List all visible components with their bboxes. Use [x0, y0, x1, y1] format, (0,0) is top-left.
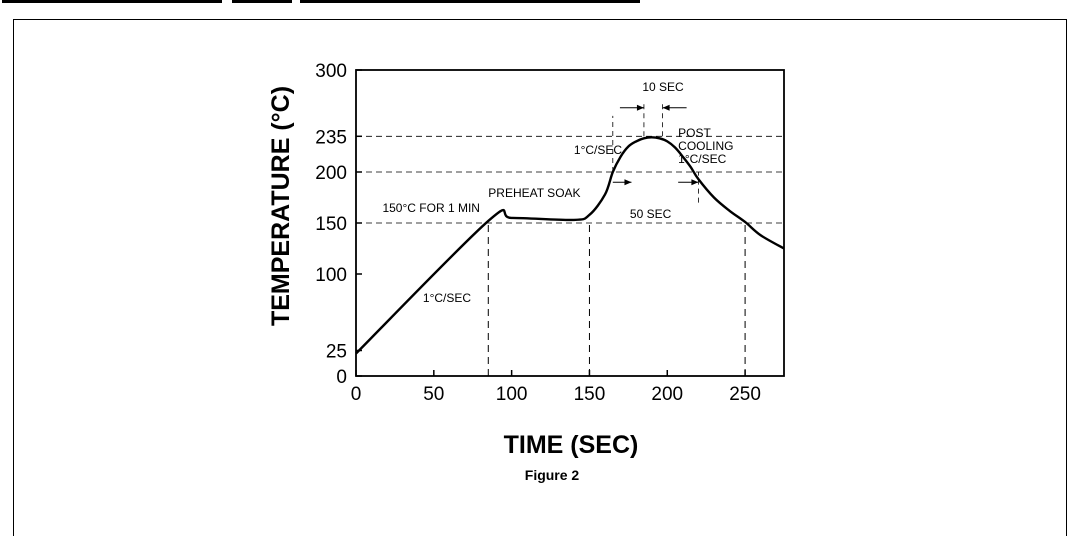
annotation-label: 1°C/SEC [574, 143, 622, 157]
reference-lines [356, 100, 784, 376]
annotation-label: 1°C/SEC [678, 152, 726, 166]
figure-caption: Figure 2 [525, 467, 580, 483]
x-tick-label: 0 [351, 384, 362, 405]
temperature-curve [355, 136, 785, 355]
y-axis-title: TEMPERATURE (°C) [267, 86, 295, 326]
annotation-label: 150°C FOR 1 MIN [382, 201, 480, 215]
x-tick-label: 150 [574, 384, 606, 405]
x-axis-ticks: 0 50 100 150 200 250 [351, 370, 761, 405]
figure-frame [13, 19, 1067, 536]
annotation-label: POST [678, 126, 711, 140]
arrow-50sec-left-head [624, 179, 632, 186]
x-axis-title: TIME (SEC) [504, 431, 639, 459]
series-layer [355, 136, 785, 355]
arrow-10sec-left-head [636, 104, 644, 111]
x-tick-label: 100 [496, 384, 528, 405]
annotation-label: 1°C/SEC [423, 291, 471, 305]
annotation-label: 50 SEC [630, 207, 672, 221]
y-axis-ticks: 0 25 100 150 200 235 300 [315, 61, 362, 388]
arrow-10sec-right-head [662, 104, 670, 111]
x-tick-label: 250 [729, 384, 761, 405]
y-tick-label: 100 [315, 265, 347, 286]
y-tick-label: 25 [326, 342, 347, 363]
x-tick-label: 50 [423, 384, 444, 405]
y-tick-label: 200 [315, 163, 347, 184]
y-tick-label: 150 [315, 214, 347, 235]
annotation-label: COOLING [678, 139, 733, 153]
y-tick-label: 0 [336, 367, 347, 388]
interval-arrows [612, 104, 699, 186]
y-tick-label: 300 [315, 61, 347, 82]
x-tick-label: 200 [651, 384, 683, 405]
arrow-50sec-right-head [691, 179, 699, 186]
page-top-remnant [0, 0, 1080, 6]
annotation-label: PREHEAT SOAK [488, 186, 580, 200]
y-tick-label: 235 [315, 127, 347, 148]
annotation-label: 10 SEC [642, 80, 684, 94]
